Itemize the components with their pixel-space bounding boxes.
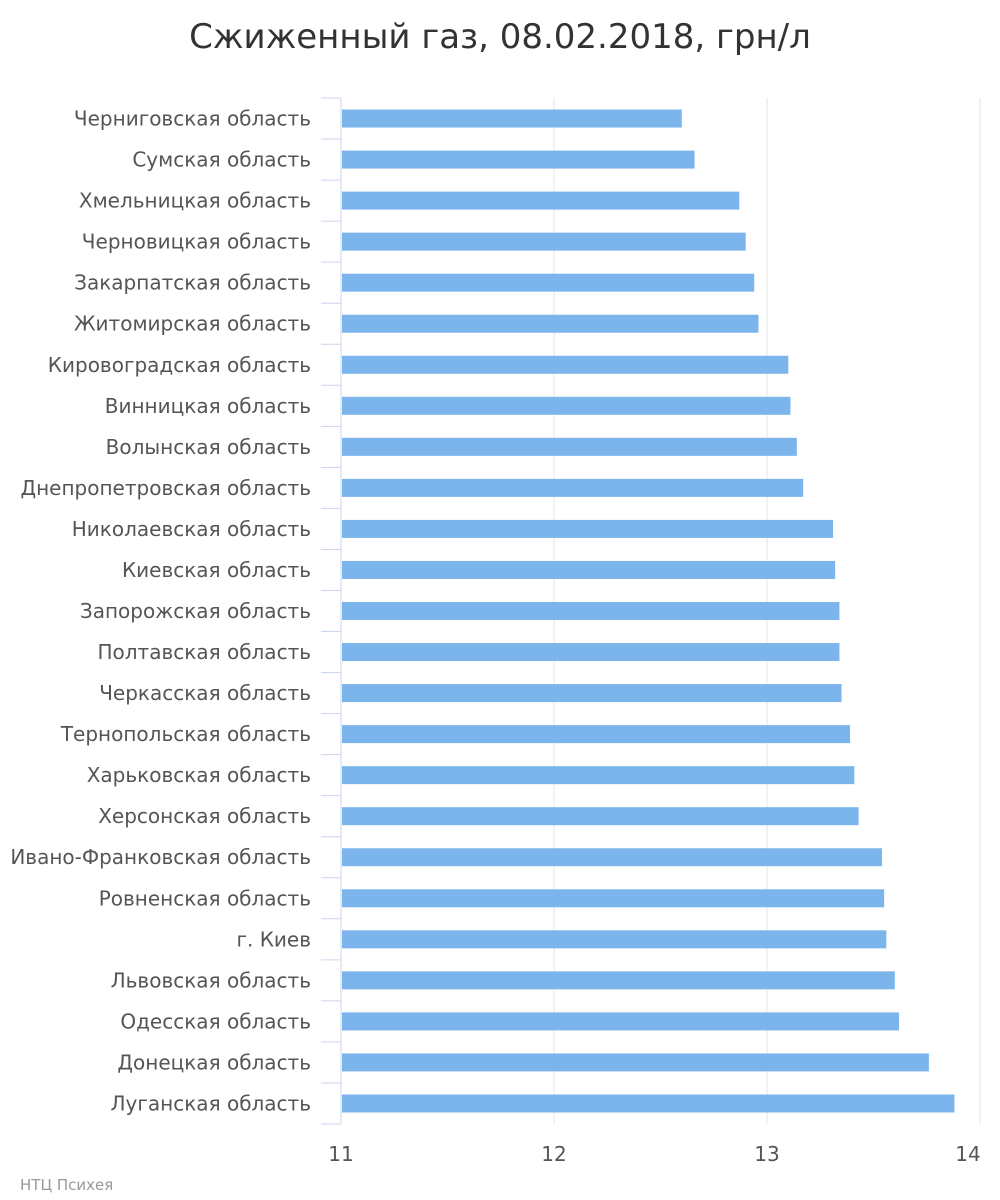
chart-title: Сжиженный газ, 08.02.2018, грн/л xyxy=(189,17,811,57)
chart-credit: НТЦ Психея xyxy=(20,1176,113,1194)
category-label: г. Киев xyxy=(236,927,311,951)
bar[interactable] xyxy=(342,766,855,785)
category-label: Днепропетровская область xyxy=(20,476,311,500)
category-label: Киевская область xyxy=(122,558,311,582)
category-label: Харьковская область xyxy=(87,763,311,787)
category-label: Полтавская область xyxy=(97,640,311,664)
bar[interactable] xyxy=(342,602,840,620)
bar[interactable] xyxy=(342,1094,955,1113)
bar[interactable] xyxy=(342,930,887,949)
bar[interactable] xyxy=(342,478,804,497)
bar[interactable] xyxy=(342,396,791,415)
bar[interactable] xyxy=(342,889,885,908)
category-label: Винницкая область xyxy=(105,394,311,418)
category-label: Житомирская область xyxy=(74,312,311,336)
category-label: Кировоградская область xyxy=(48,353,311,377)
category-label: Львовская область xyxy=(111,968,311,992)
category-label: Николаевская область xyxy=(72,517,311,541)
bar[interactable] xyxy=(342,232,746,251)
x-tick-label: 12 xyxy=(541,1142,566,1166)
category-label: Херсонская область xyxy=(98,804,311,828)
bar[interactable] xyxy=(342,109,682,128)
category-label: Тернопольская область xyxy=(60,722,311,746)
bar[interactable] xyxy=(342,1012,900,1031)
category-label: Одесская область xyxy=(120,1009,311,1033)
bar[interactable] xyxy=(342,971,895,990)
bar[interactable] xyxy=(342,725,851,744)
bar[interactable] xyxy=(342,684,842,703)
bar[interactable] xyxy=(342,437,797,456)
bar-layer xyxy=(342,109,955,1113)
x-tick-label: 13 xyxy=(754,1142,779,1166)
category-label: Закарпатская область xyxy=(74,271,311,295)
bar[interactable] xyxy=(342,643,840,662)
category-label: Ровненская область xyxy=(99,886,311,910)
bar[interactable] xyxy=(342,560,836,579)
category-label: Донецкая область xyxy=(117,1050,311,1074)
bar[interactable] xyxy=(342,273,755,292)
category-label: Ивано-Франковская область xyxy=(10,845,311,869)
bar[interactable] xyxy=(342,150,695,169)
bar[interactable] xyxy=(342,1053,929,1072)
category-label: Запорожская область xyxy=(80,599,311,623)
category-label: Луганская область xyxy=(111,1091,311,1115)
category-label: Черновицкая область xyxy=(82,230,311,254)
bar[interactable] xyxy=(342,355,789,374)
category-label: Хмельницкая область xyxy=(79,189,311,213)
category-label: Сумская область xyxy=(132,148,311,172)
x-tick-label: 14 xyxy=(955,1142,980,1166)
bar[interactable] xyxy=(342,848,883,867)
bar[interactable] xyxy=(342,314,759,333)
category-label: Черкасская область xyxy=(99,681,311,705)
axis-layer xyxy=(321,97,342,1125)
category-label: Волынская область xyxy=(106,435,311,459)
category-label-layer: Черниговская область Сумская область Хмель… xyxy=(10,107,311,1116)
bar[interactable] xyxy=(342,519,834,538)
bar[interactable] xyxy=(342,191,740,210)
tick-label-layer: 11 12 13 14 xyxy=(328,1142,980,1166)
bar[interactable] xyxy=(342,807,859,826)
x-tick-label: 11 xyxy=(328,1142,353,1166)
category-label: Черниговская область xyxy=(74,107,311,131)
